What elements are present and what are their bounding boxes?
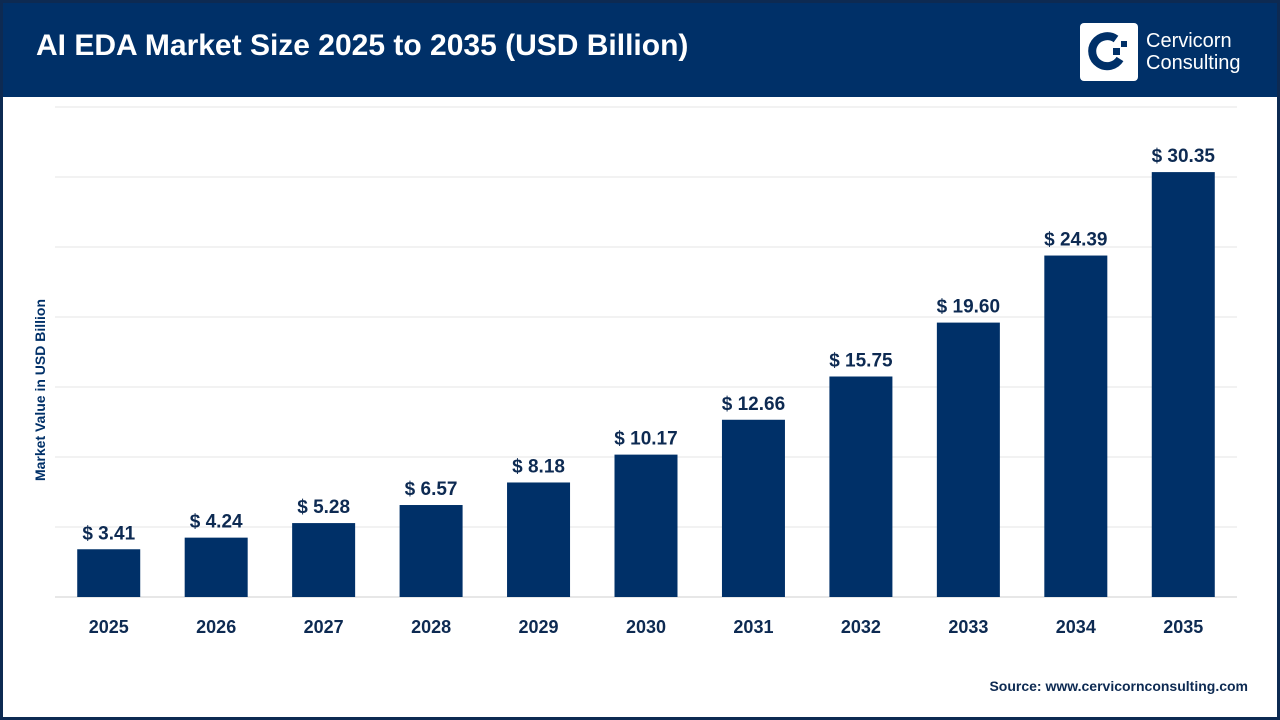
bar-2027 — [292, 523, 356, 597]
header-banner: AI EDA Market Size 2025 to 2035 (USD Bil… — [3, 3, 1277, 97]
data-label: $ 15.75 — [829, 351, 893, 372]
data-label: $ 4.24 — [190, 512, 243, 533]
data-label: $ 24.39 — [1044, 230, 1107, 251]
data-label: $ 3.41 — [82, 523, 135, 544]
bar-2031 — [721, 419, 785, 597]
bar-2026 — [184, 537, 248, 597]
bar-2033 — [936, 322, 1000, 597]
bar-2029 — [507, 482, 571, 597]
bar-2032 — [829, 376, 893, 597]
chart-title: AI EDA Market Size 2025 to 2035 (USD Bil… — [36, 29, 689, 62]
data-label: $ 19.60 — [937, 297, 1000, 318]
x-tick-label: 2033 — [948, 617, 988, 637]
data-label: $ 10.17 — [614, 429, 677, 450]
bar-2035 — [1151, 172, 1215, 597]
logo-text-line1: Cervicorn — [1146, 30, 1232, 52]
bar-2025 — [77, 549, 141, 597]
data-label: $ 8.18 — [512, 456, 565, 477]
source-note: Source: www.cervicornconsulting.com — [989, 678, 1248, 694]
bar-2034 — [1044, 255, 1108, 598]
bar-2030 — [614, 454, 678, 597]
x-tick-label: 2035 — [1163, 617, 1203, 637]
logo-text-line2: Consulting — [1146, 52, 1241, 74]
x-tick-label: 2034 — [1056, 617, 1096, 637]
x-tick-label: 2032 — [841, 617, 881, 637]
logo-icon — [1080, 23, 1138, 81]
data-label: $ 30.35 — [1152, 146, 1216, 167]
x-tick-label: 2028 — [411, 617, 451, 637]
x-tick-label: 2029 — [519, 617, 559, 637]
bar-2028 — [399, 505, 463, 597]
x-tick-label: 2030 — [626, 617, 666, 637]
x-tick-label: 2031 — [733, 617, 773, 637]
x-tick-label: 2026 — [196, 617, 236, 637]
cervicorn-logo: Cervicorn Consulting — [1080, 23, 1241, 81]
x-tick-label: 2027 — [304, 617, 344, 637]
data-label: $ 6.57 — [405, 479, 458, 500]
data-label: $ 12.66 — [722, 394, 785, 415]
data-label: $ 5.28 — [297, 497, 350, 518]
x-tick-label: 2025 — [89, 617, 129, 637]
